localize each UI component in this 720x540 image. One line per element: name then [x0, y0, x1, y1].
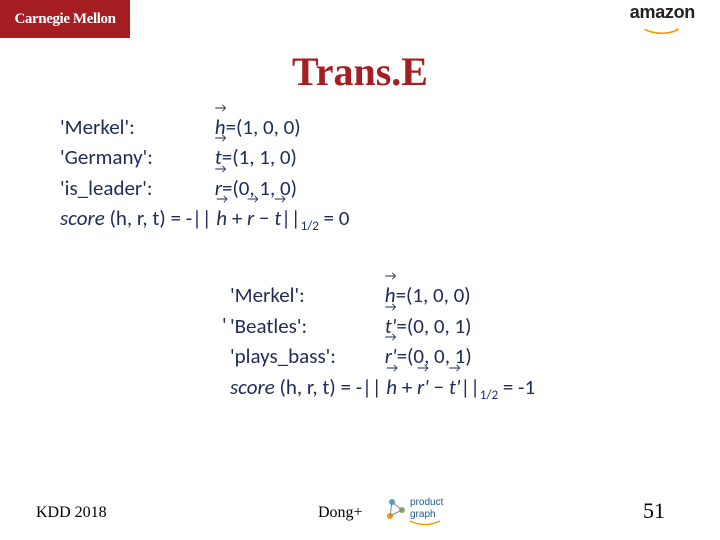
row-germany: 'Germany': →t=(1, 1, 0)	[60, 142, 349, 172]
score-args: (h, r, t) = -||	[105, 205, 217, 231]
norm-close: ||	[461, 374, 480, 400]
amazon-smile-icon	[640, 28, 685, 36]
vector-value: =(1, 0, 0)	[226, 114, 301, 140]
example-block-1: 'Merkel': →h=(1, 0, 0) 'Germany': →t=(1,…	[60, 112, 349, 237]
vector-value: =(0, 0, 1)	[396, 313, 471, 339]
amazon-text: amazon	[630, 2, 695, 23]
score-word: score	[230, 374, 275, 400]
entity-label: 'Germany':	[60, 142, 210, 172]
vector-h: →h	[386, 372, 397, 402]
vector-value: =(1, 0, 0)	[396, 282, 471, 308]
footer: KDD 2018 Dong+ product graph 51	[0, 492, 720, 522]
author-label: Dong+	[318, 504, 363, 522]
vector-t: →t	[274, 203, 281, 233]
vector-tprime: →t'	[449, 372, 461, 402]
amazon-badge: amazon	[630, 2, 695, 41]
score-word: score	[60, 205, 105, 231]
score-result: = 0	[319, 205, 350, 231]
vector-r: →r	[247, 203, 254, 233]
pg-text-top: product	[410, 497, 444, 508]
row-playsbass: 'plays_bass': →r'=(0, 0, 1)	[230, 341, 535, 371]
minus-sign: −	[254, 205, 274, 231]
row-merkel: 'Merkel': →h=(1, 0, 0)	[60, 112, 349, 142]
pg-text-bot: graph	[410, 509, 436, 520]
plus-sign: +	[227, 205, 247, 231]
quote-mark: '	[222, 312, 227, 338]
norm-sub: 1/2	[301, 220, 319, 235]
row-merkel-2: 'Merkel': →h=(1, 0, 0)	[230, 280, 535, 310]
conference-label: KDD 2018	[36, 504, 107, 522]
score-args: (h, r, t) = -||	[275, 374, 387, 400]
minus-sign: −	[429, 374, 449, 400]
norm-close: ||	[281, 205, 300, 231]
cmu-text: Carnegie Mellon	[14, 11, 115, 28]
page-number: 51	[643, 498, 665, 524]
relation-label: 'plays_bass':	[230, 341, 380, 371]
entity-label: 'Merkel':	[230, 280, 380, 310]
vector-rprime: →r'	[417, 372, 429, 402]
vector-value: =(1, 1, 0)	[222, 144, 297, 170]
row-isleader: 'is_leader': →r=(0, 1, 0)	[60, 173, 349, 203]
row-beatles: 'Beatles': →t'=(0, 0, 1)	[230, 311, 535, 341]
product-graph-icon: product graph	[380, 488, 450, 528]
score-result: = -1	[498, 374, 535, 400]
page-title: Trans.E	[0, 48, 720, 95]
example-block-2: 'Merkel': →h=(1, 0, 0) ' 'Beatles': →t'=…	[230, 280, 535, 406]
score-line-2: score (h, r, t) = -|| →h + →r' − →t'||1/…	[230, 372, 535, 406]
entity-label: 'Merkel':	[60, 112, 210, 142]
norm-sub: 1/2	[480, 388, 498, 403]
entity-label: 'Beatles':	[230, 311, 380, 341]
plus-sign: +	[397, 374, 417, 400]
cmu-badge: Carnegie Mellon	[0, 0, 130, 38]
vector-h: →h	[216, 203, 227, 233]
relation-label: 'is_leader':	[60, 173, 210, 203]
score-line-1: score (h, r, t) = -|| →h + →r − →t||1/2 …	[60, 203, 349, 237]
